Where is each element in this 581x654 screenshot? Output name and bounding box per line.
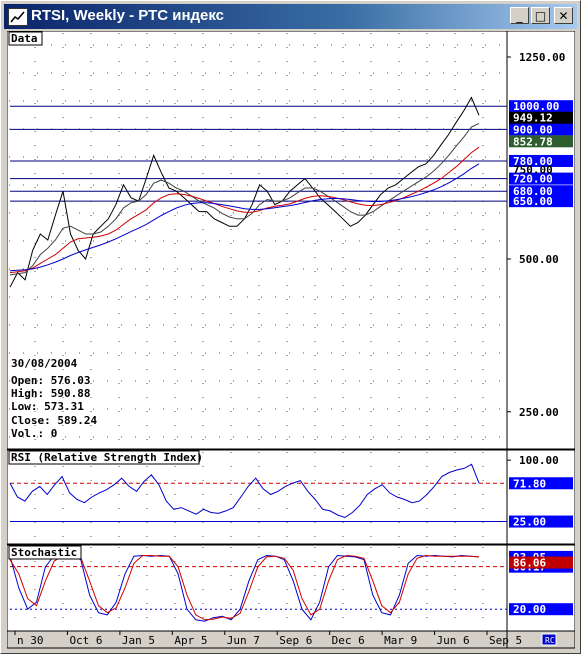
x-tick-label: Jan 5 bbox=[122, 634, 155, 647]
level-label: 720.00 bbox=[513, 173, 553, 186]
y-tick-label: 500.00 bbox=[519, 253, 559, 266]
level-label: 71.80 bbox=[513, 477, 546, 490]
series-line-rsi bbox=[9, 463, 480, 519]
x-tick-label: Mar 9 bbox=[384, 634, 417, 647]
level-label-bg bbox=[509, 515, 573, 528]
info-close: Close: 589.24 bbox=[11, 414, 97, 427]
series-line-k bbox=[9, 554, 480, 622]
info-open: Open: 576.03 bbox=[11, 374, 90, 387]
svg-text:RC: RC bbox=[545, 636, 555, 645]
window-title: RTSI, Weekly - РТС индекс bbox=[31, 7, 225, 24]
close-button[interactable]: ✕ bbox=[554, 7, 573, 24]
x-tick-label: Sep 6 bbox=[279, 634, 312, 647]
level-label-bg bbox=[509, 100, 573, 113]
title-bar[interactable]: RTSI, Weekly - РТС индекс _ □ ✕ bbox=[4, 4, 577, 29]
info-high: High: 590.88 bbox=[11, 387, 90, 400]
level-label: 1000.00 bbox=[513, 100, 559, 113]
series-line-ma_blue bbox=[9, 163, 480, 272]
level-label: 680.00 bbox=[513, 185, 553, 198]
x-tick-label: Jun 7 bbox=[227, 634, 260, 647]
level-label: 25.00 bbox=[513, 516, 546, 529]
x-tick-label: Oct 6 bbox=[69, 634, 102, 647]
y-tick-label: 100.00 bbox=[519, 454, 559, 467]
level-label-bg bbox=[509, 172, 573, 185]
chart-corner-icon[interactable] bbox=[541, 633, 557, 646]
y-tick-label: 250.00 bbox=[519, 406, 559, 419]
series-line-ma_fast bbox=[9, 122, 480, 276]
level-label-bg bbox=[509, 123, 573, 136]
x-tick-label: Jun 6 bbox=[437, 634, 470, 647]
price-panel[interactable] bbox=[7, 31, 508, 450]
x-tick-label: n 30 bbox=[17, 634, 44, 647]
marker-label-bg bbox=[509, 556, 573, 569]
x-tick-label: Sep 5 bbox=[489, 634, 522, 647]
level-label-bg bbox=[509, 154, 573, 167]
rsi-axis bbox=[506, 449, 575, 545]
level-label: 900.00 bbox=[513, 123, 553, 136]
level-label: 780.00 bbox=[513, 155, 553, 168]
level-label-bg bbox=[509, 195, 573, 208]
chart-area: 1250.00 500.00 250.00 1000.00 900.00 780.00 72… bbox=[7, 31, 575, 649]
series-line-d bbox=[9, 554, 480, 621]
marker-label: 852.78 bbox=[513, 135, 553, 148]
marker-label: 86.06 bbox=[513, 557, 546, 570]
maximize-button[interactable]: □ bbox=[531, 7, 550, 24]
price-axis bbox=[506, 31, 575, 450]
level-label: 650.00 bbox=[513, 195, 553, 208]
y-tick-label: 1250.00 bbox=[519, 51, 565, 64]
chart-app-icon bbox=[8, 8, 28, 26]
level-label: 20.00 bbox=[513, 603, 546, 616]
x-tick-label: Dec 6 bbox=[332, 634, 365, 647]
info-low: Low: 573.31 bbox=[11, 400, 84, 413]
x-tick-label: Apr 5 bbox=[174, 634, 207, 647]
level-label-bg bbox=[509, 185, 573, 198]
minimize-button[interactable]: _ bbox=[510, 7, 529, 24]
info-volume: Vol.: 0 bbox=[11, 427, 57, 440]
marker-label-bg bbox=[509, 111, 573, 124]
price-info-box: 30/08/2004 Open: 576.03 High: 590.88 Low… bbox=[11, 357, 97, 440]
stochastic-panel-label: Stochastic bbox=[11, 546, 77, 559]
marker-label: 750.00 bbox=[513, 164, 553, 177]
info-date: 30/08/2004 bbox=[11, 357, 78, 370]
marker-label: 949.12 bbox=[513, 112, 553, 125]
level-label-bg bbox=[509, 603, 573, 616]
rsi-panel-label: RSI (Relative Strength Index) bbox=[11, 451, 203, 464]
marker-label-bg bbox=[509, 135, 573, 148]
price-panel-label: Data bbox=[11, 32, 38, 45]
stochastic-panel[interactable] bbox=[7, 544, 508, 632]
level-label-bg bbox=[509, 477, 573, 490]
